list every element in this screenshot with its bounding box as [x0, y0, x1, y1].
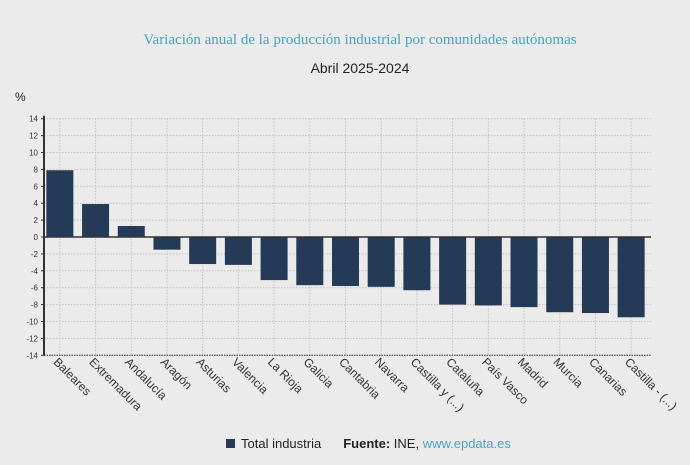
source-text: INE, [390, 436, 423, 451]
y-tick-label: -8 [31, 301, 39, 310]
bar [581, 237, 609, 314]
bar [474, 237, 502, 306]
source: Fuente: INE, www.epdata.es [343, 436, 511, 451]
bar [617, 237, 645, 318]
y-tick-label: 14 [29, 115, 38, 124]
bar [260, 237, 288, 281]
y-tick-label: 12 [29, 132, 38, 141]
y-tick-label: -14 [26, 351, 38, 360]
y-tick-label: 4 [34, 199, 39, 208]
y-tick-label: -12 [26, 334, 38, 343]
bar [296, 237, 324, 286]
y-tick-label: 0 [34, 233, 39, 242]
y-tick-label: 2 [34, 216, 39, 225]
x-tick-label: Baleares [51, 355, 94, 398]
source-link[interactable]: www.epdata.es [422, 436, 511, 451]
bar [224, 237, 252, 265]
bar [46, 170, 74, 237]
bar [510, 237, 538, 308]
legend: Total industria Fuente: INE, www.epdata.… [226, 436, 511, 451]
x-tick-label: Valencia [229, 355, 271, 397]
x-tick-label: Castilla - (...) [622, 355, 680, 413]
bar [439, 237, 467, 305]
bar [332, 237, 359, 287]
y-tick-label: -10 [26, 318, 38, 327]
y-tick-label: -4 [31, 267, 39, 276]
bar [153, 237, 181, 250]
chart-subtitle: Abril 2025-2024 [310, 60, 410, 76]
y-tick-label: 6 [34, 182, 39, 191]
source-label: Fuente: [343, 436, 391, 451]
y-tick-label: -2 [31, 250, 39, 259]
x-tick-label: Asturias [193, 355, 234, 396]
bar [82, 204, 110, 237]
x-tick-label: Canarias [586, 355, 630, 399]
y-tick-label: 8 [34, 165, 39, 174]
bar [367, 237, 395, 287]
legend-swatch [226, 439, 235, 448]
legend-label[interactable]: Total industria [241, 436, 322, 451]
bar [117, 226, 145, 237]
y-tick-label: 10 [29, 149, 38, 158]
x-tick-label: Murcia [551, 355, 587, 391]
bar [189, 237, 217, 265]
y-axis-unit: % [15, 90, 26, 104]
x-tick-label: La Rioja [265, 355, 306, 396]
bar [403, 237, 431, 291]
bar [546, 237, 574, 313]
y-tick-label: -6 [31, 284, 39, 293]
chart-title: Variación anual de la producción industr… [143, 32, 577, 48]
